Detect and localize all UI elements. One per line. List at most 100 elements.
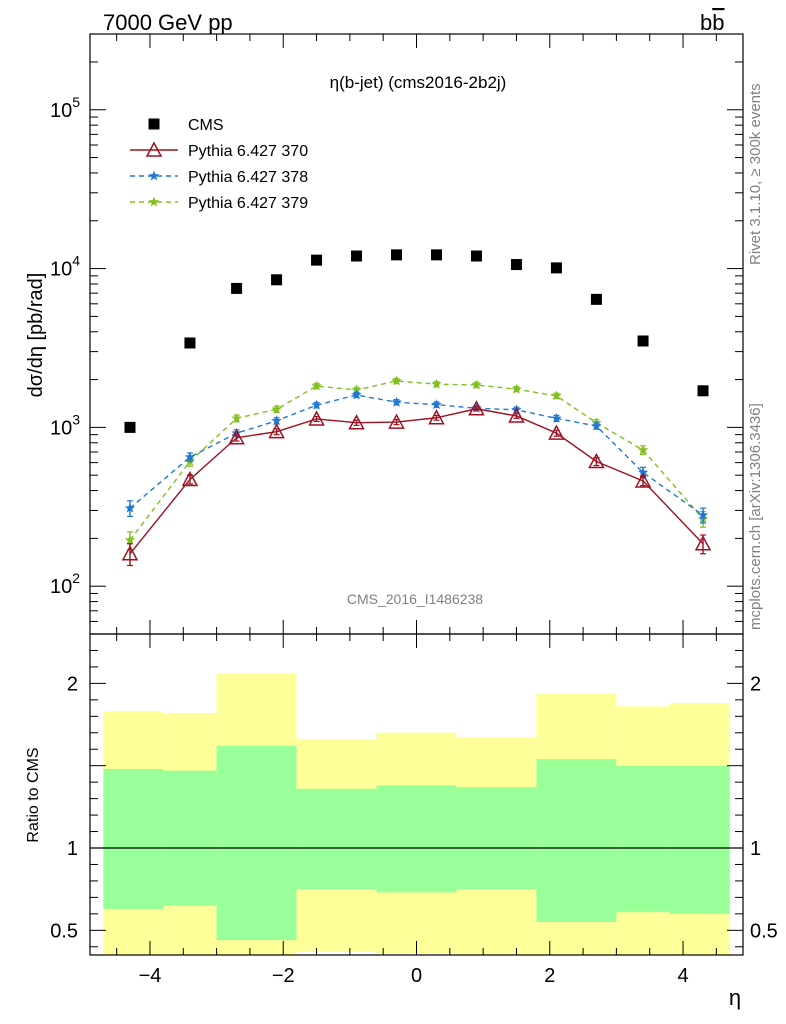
ratio-y-tick-label: 2 [67, 673, 78, 695]
data-point [184, 337, 196, 349]
stat-uncertainty-band [376, 785, 457, 893]
ratio-panel: −4 −2 0 2 4 0.5 0.5 1 1 2 2 Ratio to CMS η [25, 633, 778, 1010]
data-point [588, 452, 605, 469]
data-point [428, 409, 445, 425]
y-axis-label: dσ/dη [pb/rad] [25, 273, 47, 398]
ratio-y-tick-label-right: 0.5 [750, 920, 778, 942]
y-tick-label: 104 [50, 253, 80, 281]
process-label: bb [700, 10, 725, 35]
data-point [511, 383, 522, 394]
b-bar: b [712, 10, 724, 35]
data-point [391, 396, 402, 407]
legend-entry: Pythia 6.427 378 [188, 169, 308, 186]
data-point [351, 389, 362, 400]
series-1 [121, 400, 712, 567]
stat-uncertainty-band [163, 770, 217, 906]
legend-entry: Pythia 6.427 370 [188, 143, 308, 160]
legend-marker [145, 141, 163, 157]
data-point [697, 385, 709, 397]
data-point [311, 380, 322, 391]
legend-marker [148, 118, 160, 130]
data-point [231, 427, 242, 438]
y-tick-label: 105 [50, 94, 80, 122]
x-tick-label: 0 [411, 965, 422, 987]
data-point [124, 502, 136, 513]
ratio-y-tick-label-right: 1 [750, 838, 761, 860]
stat-uncertainty-band [296, 788, 377, 890]
data-point [550, 262, 562, 274]
data-point [231, 412, 242, 423]
legend-entry: Pythia 6.427 379 [188, 195, 308, 212]
data-point [231, 282, 243, 294]
data-point [637, 335, 649, 347]
data-point [124, 421, 136, 433]
stat-uncertainty-band [216, 745, 297, 941]
data-point [311, 254, 323, 266]
stat-uncertainty-band [616, 765, 670, 913]
mcplots-label: mcplots.cern.ch [arXiv:1306.3436] [747, 403, 764, 630]
data-point [548, 424, 565, 440]
data-point [431, 378, 442, 389]
main-panel: 102 103 104 105 η(b-jet) (cms2016-2b2j) CMS… [25, 33, 744, 635]
series-line [129, 394, 704, 516]
ratio-y-tick-label-right: 2 [750, 673, 761, 695]
data-point [388, 413, 405, 429]
data-point [551, 390, 562, 401]
data-point [228, 429, 245, 445]
ratio-y-tick-label: 1 [67, 838, 78, 860]
y-tick-label: 102 [50, 570, 80, 598]
legend-entry: CMS [188, 117, 224, 134]
series-2 [124, 389, 709, 524]
rivet-label: Rivet 3.1.10, ≥ 300k events [747, 83, 764, 265]
data-point [271, 403, 282, 414]
data-point [694, 535, 712, 551]
legend-marker [148, 170, 160, 181]
x-tick-label: −2 [272, 965, 295, 987]
plot-title: η(b-jet) (cms2016-2b2j) [330, 73, 507, 92]
x-axis-label: η [729, 985, 741, 1010]
data-point [637, 444, 649, 455]
data-point [181, 470, 199, 487]
data-point [308, 410, 325, 426]
data-point [637, 466, 649, 477]
data-point [470, 250, 482, 262]
data-point [634, 472, 652, 488]
collision-energy-label: 7000 GeV pp [103, 10, 233, 35]
data-point [268, 423, 285, 439]
y-tick-label: 103 [50, 411, 80, 439]
x-tick-label: −4 [139, 965, 162, 987]
data-point [590, 293, 602, 305]
data-point [351, 384, 362, 395]
data-point [697, 509, 709, 520]
stat-uncertainty-band [456, 787, 537, 890]
data-point [124, 534, 136, 545]
data-point [311, 399, 322, 410]
stat-uncertainty-band [103, 768, 164, 909]
x-tick-label: 4 [677, 965, 688, 987]
stat-uncertainty-band [669, 765, 730, 914]
data-point [430, 249, 442, 261]
data-point [271, 274, 283, 286]
data-point [591, 420, 602, 431]
data-point [471, 379, 482, 390]
data-point [184, 451, 196, 462]
series-3 [124, 375, 709, 551]
data-point [551, 412, 562, 423]
data-point [271, 415, 282, 426]
data-point [348, 414, 365, 430]
data-point [391, 249, 403, 261]
ratio-y-axis-label: Ratio to CMS [25, 747, 42, 842]
data-point [351, 250, 363, 262]
series-0 [124, 249, 709, 433]
data-point [510, 259, 522, 271]
stat-uncertainty-band [536, 759, 617, 923]
legend-marker [148, 196, 160, 207]
data-point [121, 545, 139, 561]
series-line [129, 380, 704, 541]
ratio-y-tick-label: 0.5 [50, 920, 78, 942]
x-tick-label: 2 [544, 965, 555, 987]
data-point [508, 407, 525, 423]
legend: CMS Pythia 6.427 370 Pythia 6.427 378 Pythi… [130, 117, 308, 212]
data-point [431, 399, 442, 410]
